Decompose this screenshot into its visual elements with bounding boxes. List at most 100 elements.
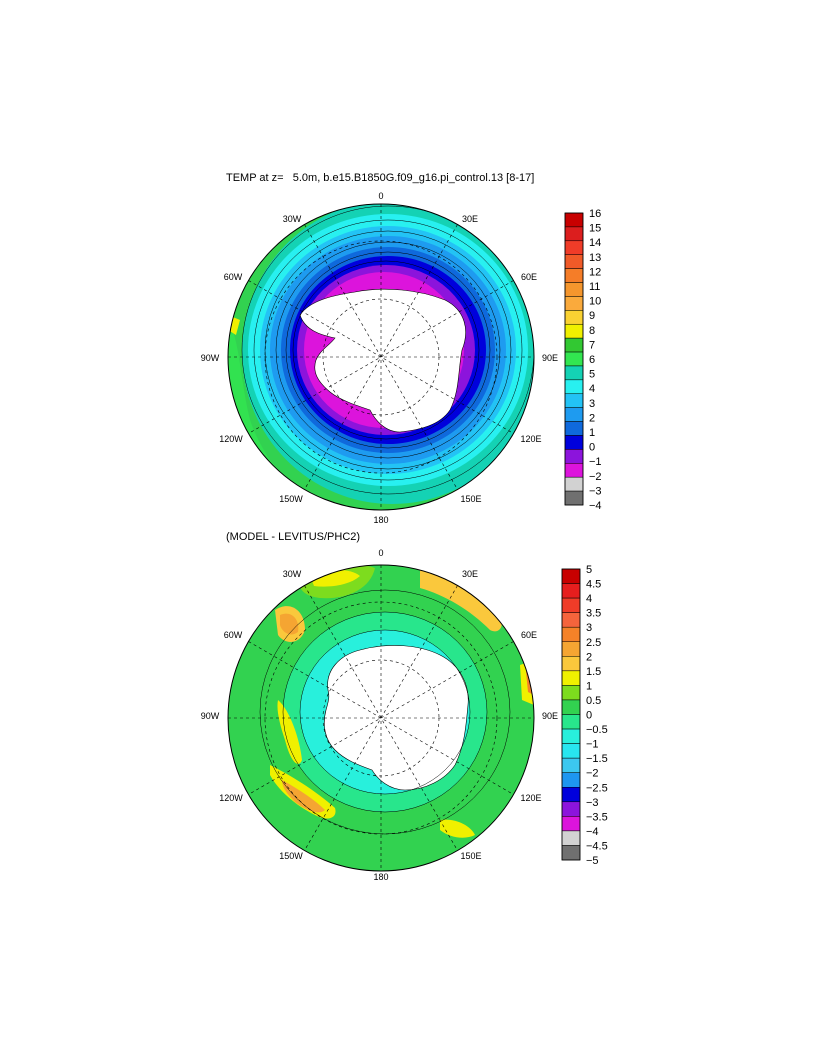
colorbar-label: 1 [589, 427, 595, 439]
colorbar-label: −1 [586, 739, 599, 751]
colorbar-swatch [561, 626, 581, 643]
colorbar-label: 7 [589, 339, 595, 351]
colorbar-swatch [561, 583, 581, 599]
colorbar-swatch [561, 830, 581, 846]
lon-label-30e: 30E [462, 214, 478, 224]
colorbar-swatch [561, 728, 581, 744]
colorbar-swatch [564, 296, 584, 311]
lon-label-30w: 30W [283, 214, 302, 224]
lon-label-150e: 150E [460, 494, 481, 504]
colorbar-swatch [564, 365, 584, 381]
colorbar-label: −1.5 [586, 753, 608, 765]
colorbar-swatch [564, 490, 584, 506]
colorbar-label: −3.5 [586, 811, 608, 823]
colorbar-label: 5 [586, 564, 592, 576]
lon-label-120w: 120W [219, 793, 243, 803]
lon-label-120e: 120E [520, 793, 541, 803]
colorbar-label: 2 [586, 651, 592, 663]
colorbar-label: −1 [589, 456, 602, 468]
colorbar-label: 10 [589, 296, 601, 308]
colorbar-swatch [564, 449, 584, 464]
colorbar-swatch [561, 743, 581, 759]
colorbar-swatch [561, 568, 581, 584]
colorbar-label: 9 [589, 310, 595, 322]
colorbar-swatch [561, 801, 581, 817]
colorbar-swatch [564, 282, 584, 297]
colorbar-swatch [564, 310, 584, 325]
colorbar-swatch [561, 670, 581, 686]
colorbar-label: 16 [589, 208, 601, 220]
colorbar-swatch [561, 787, 581, 803]
lon-label-90e: 90E [542, 353, 558, 363]
colorbar-swatch [564, 226, 584, 242]
colorbar-label: 13 [589, 252, 601, 264]
colorbar-frame [564, 212, 584, 506]
lon-label-150w: 150W [279, 851, 303, 861]
colorbar-swatch [561, 641, 581, 657]
colorbar-swatch [561, 612, 581, 628]
temp-lon-labels: 0 30W 30E 60W 60E 90W 90E 120W 120E 150W… [201, 191, 558, 525]
colorbar-label: 0.5 [586, 695, 601, 707]
colorbar-swatch [561, 656, 581, 672]
lon-label-90w: 90W [201, 353, 220, 363]
colorbar-label: −2 [586, 768, 599, 780]
colorbar-frame [561, 568, 581, 861]
colorbar-label: 6 [589, 354, 595, 366]
colorbar-label: −4 [589, 500, 602, 512]
colorbar-label: −2.5 [586, 782, 608, 794]
panel2-title: (MODEL - LEVITUS/PHC2) [226, 531, 361, 543]
panel1-title: TEMP at z= 5.0m, b.e15.B1850G.f09_g16.pi… [226, 172, 535, 184]
colorbar-swatch [564, 476, 584, 492]
colorbar-swatch [561, 757, 581, 773]
lon-label-60w: 60W [224, 272, 243, 282]
lon-label-60w: 60W [224, 630, 243, 640]
colorbar-swatch [564, 379, 584, 395]
colorbar-label: 15 [589, 223, 601, 235]
colorbar-label: −4 [586, 826, 599, 838]
colorbar-label: 12 [589, 266, 601, 278]
colorbar-label: −5 [586, 855, 599, 867]
colorbar-label: −0.5 [586, 724, 608, 736]
colorbar-swatch [564, 393, 584, 408]
lon-label-0: 0 [378, 191, 383, 201]
colorbar-swatch [564, 268, 584, 283]
diff-graticule [228, 565, 534, 871]
lon-label-30e: 30E [462, 569, 478, 579]
colorbar-swatch [564, 421, 584, 436]
lon-label-30w: 30W [283, 569, 302, 579]
lon-label-150e: 150E [460, 851, 481, 861]
colorbar-label: 5 [589, 369, 595, 381]
colorbar-swatch [561, 597, 581, 613]
colorbar-label: −3 [589, 485, 602, 497]
lon-label-90w: 90W [201, 711, 220, 721]
colorbar-swatch [564, 240, 584, 255]
colorbar-label: 0 [586, 710, 592, 722]
colorbar-label: 0 [589, 442, 595, 454]
lon-label-90e: 90E [542, 711, 558, 721]
lon-label-120w: 120W [219, 434, 243, 444]
colorbar-swatch [564, 212, 584, 228]
colorbar-label: 2.5 [586, 637, 601, 649]
colorbar-swatch [561, 714, 581, 730]
temp-graticule [228, 204, 534, 510]
colorbar-label: 3.5 [586, 608, 601, 620]
colorbar-label: 1.5 [586, 666, 601, 678]
colorbar-label: 11 [589, 281, 600, 293]
colorbar-swatch [561, 699, 581, 715]
diff-colorbar: 5 4.5 4 3.5 3 2.5 2 1.5 1 0.5 0 −0.5 −1 −1.5 −2 −2.5 −3 −… [561, 564, 608, 867]
colorbar-label: 3 [586, 622, 592, 634]
lon-label-120e: 120E [520, 434, 541, 444]
colorbar-swatch [561, 685, 581, 701]
colorbar-swatch [564, 435, 584, 450]
temp-map-border [227, 203, 535, 511]
colorbar-label: 1 [586, 680, 592, 692]
colorbar-label: −2 [589, 471, 602, 483]
colorbar-swatch [564, 351, 584, 367]
lon-label-60e: 60E [521, 272, 537, 282]
colorbar-label: −4.5 [586, 840, 608, 852]
colorbar-label: −3 [586, 797, 599, 809]
colorbar-label: 3 [589, 398, 595, 410]
colorbar-swatch [561, 816, 581, 832]
